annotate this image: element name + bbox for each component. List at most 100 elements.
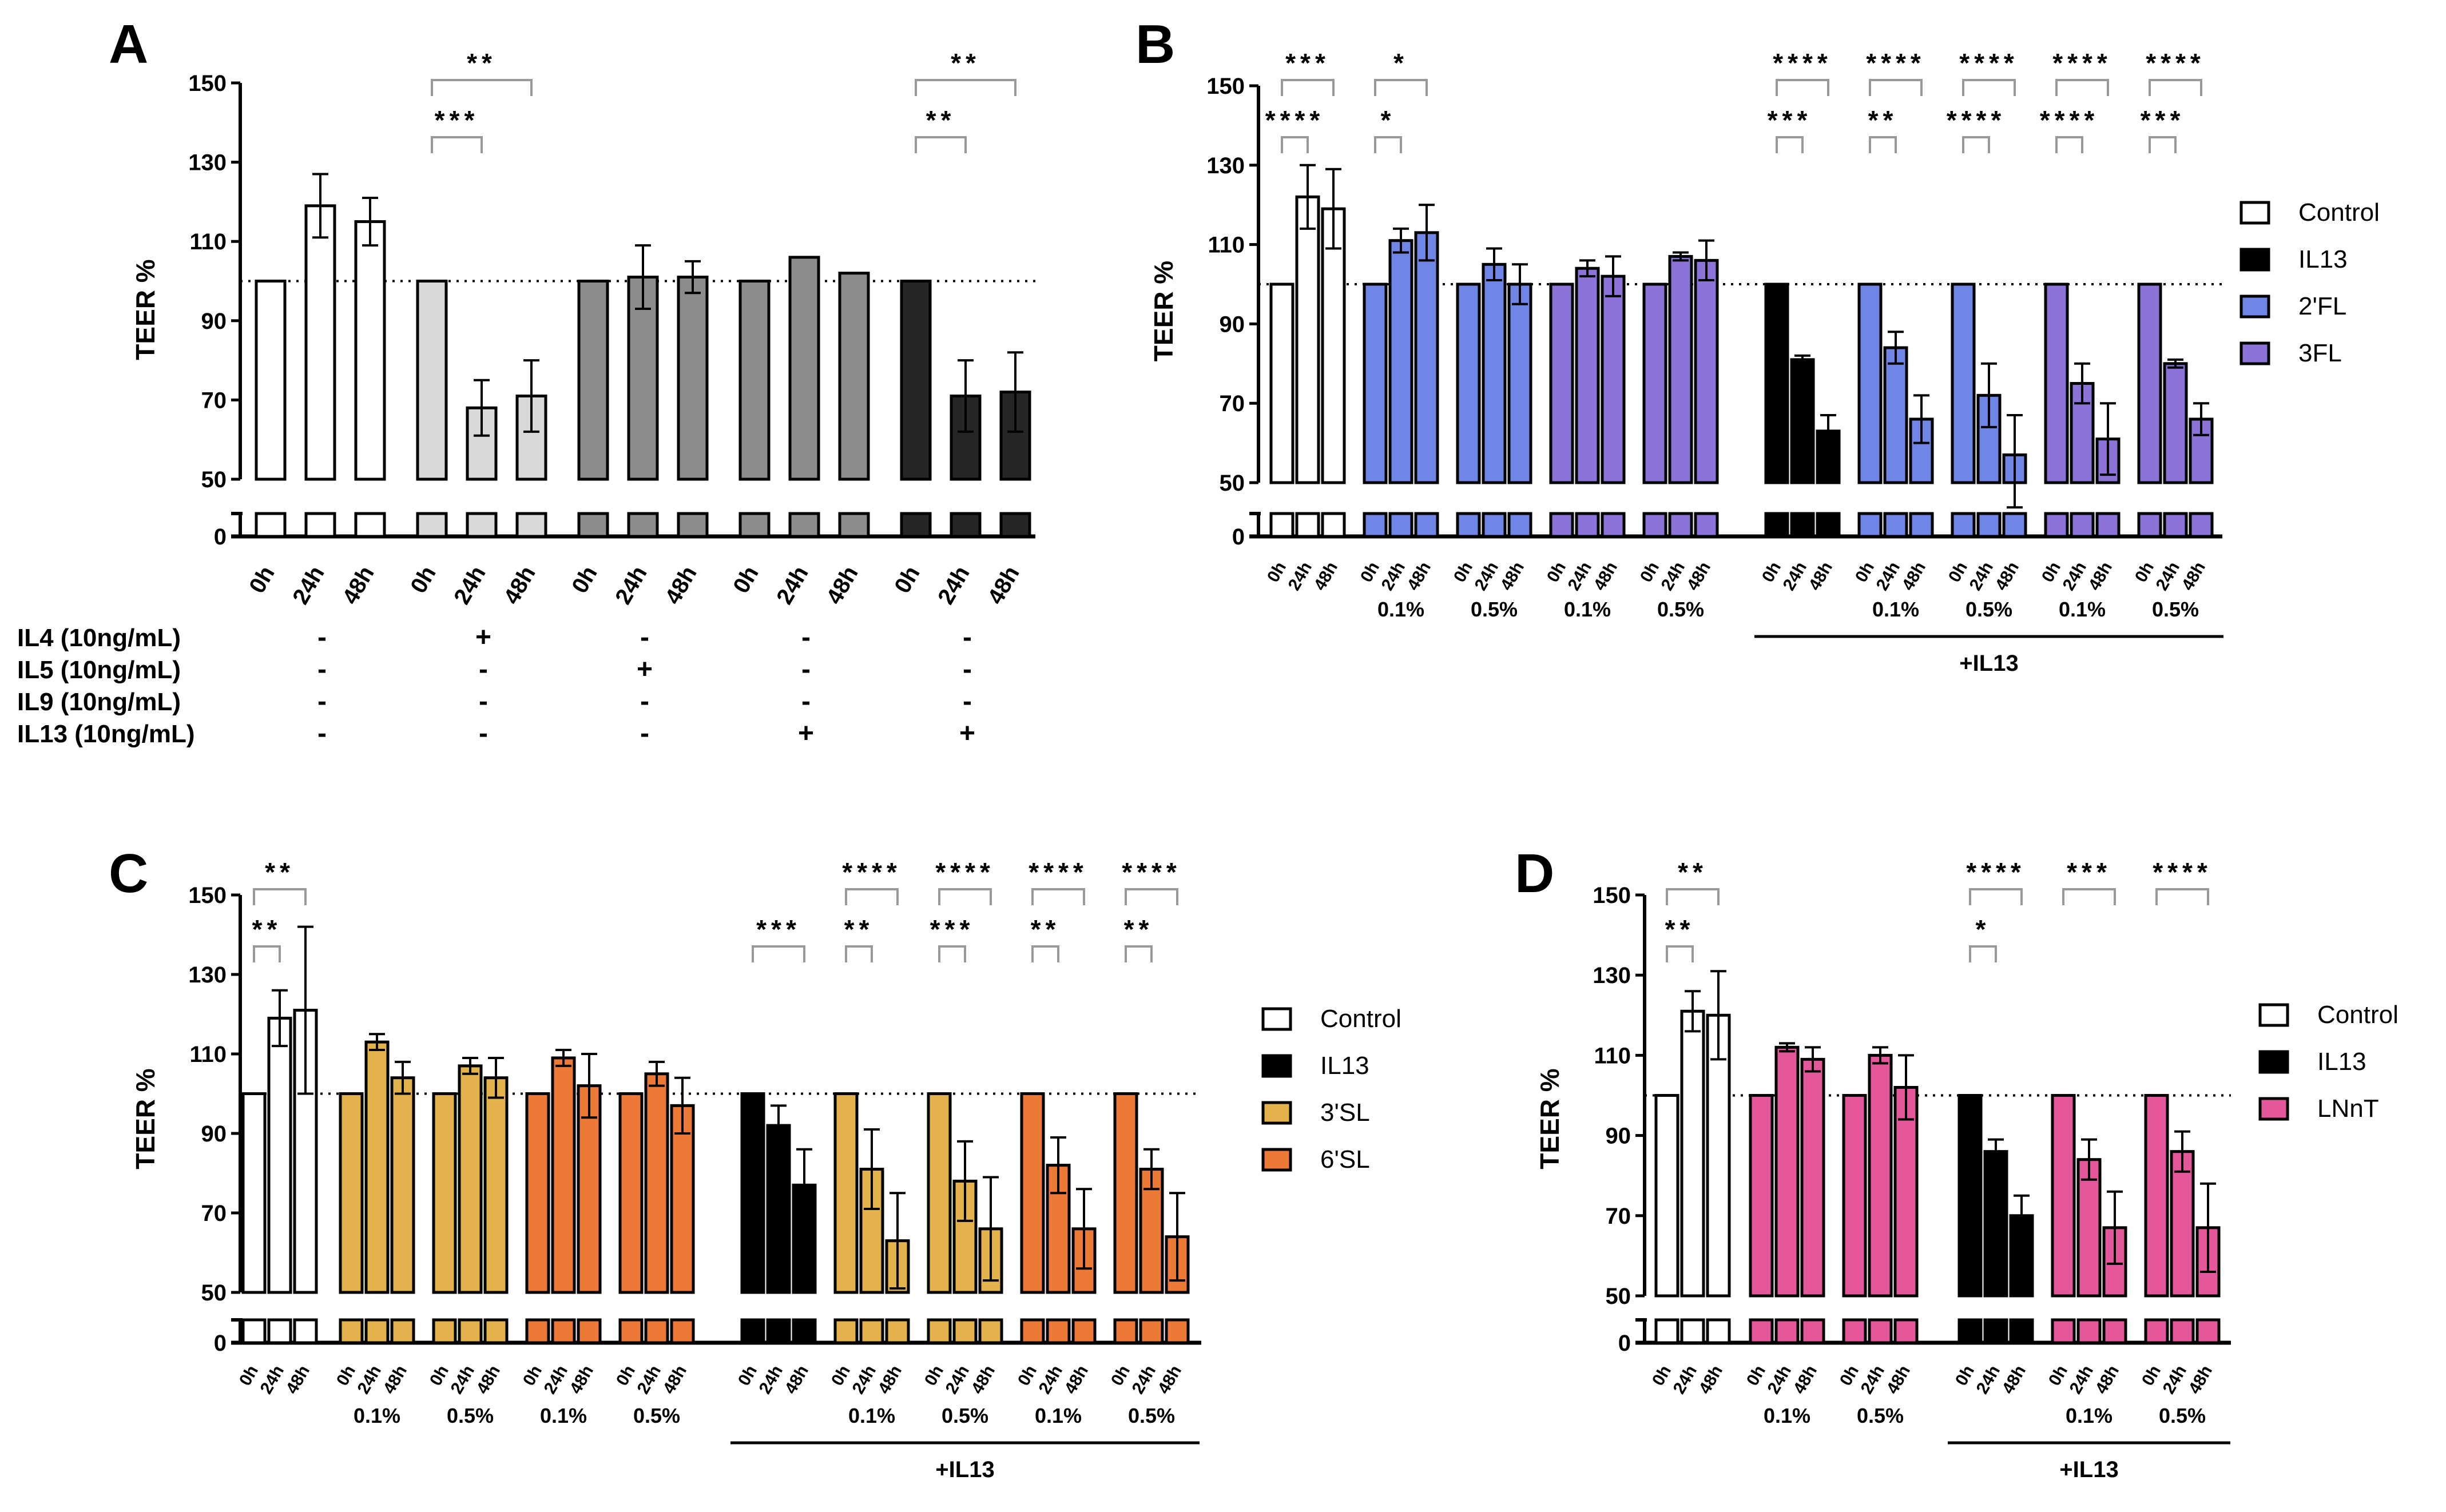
legend-label: IL13	[2317, 1048, 2366, 1076]
y-tick-label: 110	[189, 229, 227, 254]
x-tick-label: 48h	[2092, 1362, 2123, 1397]
significance-stars: **	[844, 914, 874, 944]
bar-base	[1951, 512, 1976, 538]
legend-swatch	[1261, 1007, 1292, 1031]
bar-base	[2102, 1318, 2127, 1344]
bar-base	[241, 1318, 267, 1344]
treatment-sign: +	[798, 718, 814, 749]
bar	[1764, 282, 1789, 484]
significance-bracket	[1666, 945, 1694, 962]
legend-swatch	[2239, 248, 2270, 272]
bar	[2170, 1150, 2195, 1298]
concentration-label: 0.1%	[2066, 1404, 2113, 1427]
bar	[255, 280, 287, 481]
significance-bracket	[1962, 79, 2016, 96]
x-tick-label: 48h	[1999, 1362, 2030, 1397]
x-tick-label: 24h	[449, 562, 491, 609]
significance-bracket	[1374, 136, 1402, 153]
bar-base	[1790, 512, 1815, 538]
bar-base	[2070, 512, 2095, 538]
bar	[1800, 1057, 1825, 1298]
bar-base	[1269, 512, 1295, 538]
y-axis-label: TEER %	[130, 1068, 160, 1169]
bar-base	[2189, 512, 2214, 538]
x-tick-label: 24h	[1966, 559, 1997, 594]
x-tick-label: 24h	[1035, 1362, 1066, 1397]
significance-stars: **	[265, 857, 295, 887]
bar	[1269, 282, 1295, 484]
y-tick-label: 110	[189, 1042, 227, 1067]
x-tick-label: 24h	[849, 1362, 880, 1397]
significance-bracket	[431, 136, 483, 153]
treatment-table: IL4 (10ng/mL) - + - - -IL5 (10ng/mL) - - + - -IL9 …	[17, 622, 975, 749]
bar-base	[2076, 1318, 2102, 1344]
significance-bracket	[915, 136, 967, 153]
bar-base	[1857, 512, 1883, 538]
significance-bracket	[1281, 79, 1335, 96]
bar-base	[833, 1318, 859, 1344]
x-tick-label: 48h	[1695, 1362, 1726, 1397]
significance-stars: ****	[2052, 48, 2112, 78]
bar	[364, 1040, 390, 1294]
bar	[339, 1092, 364, 1294]
y-tick-label: 0	[1618, 1331, 1631, 1356]
x-tick-label: 48h	[1154, 1362, 1185, 1397]
il13-bracket-label: +IL13	[1959, 651, 2018, 676]
x-tick-label: 24h	[288, 562, 329, 609]
significance-bracket	[2055, 136, 2083, 153]
bar-base	[1957, 1318, 1983, 1344]
bar-base	[927, 1318, 952, 1344]
significance-bracket	[1031, 888, 1085, 905]
legend-label: 2'FL	[2298, 292, 2346, 320]
bar-base	[978, 1318, 1003, 1344]
bar-base	[2195, 1318, 2221, 1344]
significance-stars: **	[951, 48, 980, 78]
significance-bracket	[2149, 79, 2202, 96]
x-tick-label: 24h	[1780, 559, 1810, 594]
bar-base	[1694, 512, 1719, 538]
panel-letter: D	[1515, 843, 1554, 904]
x-tick-label: 48h	[2085, 559, 2116, 594]
significance-stars: ****	[1966, 857, 2026, 887]
bar	[577, 1084, 602, 1294]
significance-stars: ****	[935, 857, 995, 887]
y-tick-label: 130	[1206, 153, 1245, 178]
x-tick-label: 48h	[1311, 559, 1341, 594]
bar-base	[1883, 512, 1908, 538]
y-tick-label: 70	[1606, 1204, 1631, 1229]
x-tick-label: 0h	[890, 562, 924, 598]
y-tick-label: 50	[1606, 1284, 1631, 1309]
significance-bracket	[2055, 79, 2109, 96]
bar	[432, 1092, 457, 1294]
significance-bracket	[253, 888, 307, 905]
bar-base	[577, 1318, 602, 1344]
significance-stars: ****	[1947, 105, 2006, 135]
treatment-label: IL9 (10ng/mL)	[17, 688, 181, 716]
bar-base	[1482, 512, 1507, 538]
bar-base	[416, 512, 448, 538]
treatment-sign: -	[317, 622, 327, 652]
significance-stars: ***	[2141, 105, 2185, 135]
bar-base	[1046, 1318, 1071, 1344]
bar-base	[1295, 512, 1320, 538]
significance-bracket	[1374, 79, 1428, 96]
significance-stars: **	[1868, 105, 1898, 135]
significance-bracket	[1969, 888, 2023, 905]
x-tick-label: 24h	[933, 562, 975, 609]
treatment-label: IL13 (10ng/mL)	[17, 720, 195, 748]
significance-bracket	[938, 888, 992, 905]
bar-base	[677, 512, 709, 538]
significance-stars: ****	[2146, 48, 2205, 78]
bar-base	[1507, 512, 1532, 538]
legend-label: IL13	[1320, 1052, 1369, 1080]
significance-bracket	[253, 945, 281, 962]
significance-stars: ***	[1768, 105, 1812, 135]
bar	[1388, 239, 1413, 484]
x-tick-label: 0h	[406, 562, 440, 598]
significance-stars: ****	[1866, 48, 1925, 78]
bar-base	[885, 1318, 910, 1344]
